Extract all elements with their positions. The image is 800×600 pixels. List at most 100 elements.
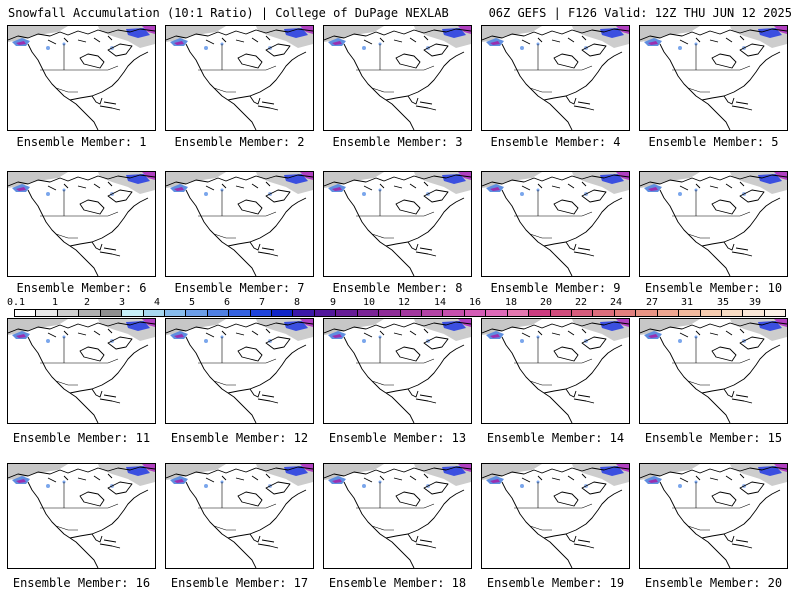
ensemble-member-map bbox=[481, 463, 630, 569]
ensemble-member-map bbox=[481, 318, 630, 424]
ensemble-member-map bbox=[323, 25, 472, 131]
ensemble-member-label: Ensemble Member: 12 bbox=[170, 431, 309, 445]
ensemble-member-map bbox=[165, 25, 314, 131]
ensemble-member-label: Ensemble Member: 7 bbox=[174, 281, 305, 295]
map-title: Snowfall Accumulation (10:1 Ratio) | Col… bbox=[8, 6, 449, 20]
colorbar-tick-label: 4 bbox=[153, 297, 161, 308]
ensemble-member-label: Ensemble Member: 2 bbox=[174, 135, 305, 149]
colorbar-labels: 0.1 1 2 3 4 5 6 7 8 9 10 12 14 16 18 20 22 24 27 31 35 39 bbox=[7, 297, 786, 309]
ensemble-member-label: Ensemble Member: 15 bbox=[644, 431, 783, 445]
colorbar-tick-label: 0.1 bbox=[6, 297, 26, 308]
colorbar-tick-label: 35 bbox=[716, 297, 730, 308]
colorbar-swatch bbox=[743, 310, 765, 316]
ensemble-member-label: Ensemble Member: 20 bbox=[644, 576, 783, 590]
colorbar-swatch bbox=[443, 310, 465, 316]
ensemble-member-map bbox=[639, 318, 788, 424]
forecast-valid-time: 06Z GEFS | F126 Valid: 12Z THU JUN 12 20… bbox=[488, 6, 792, 20]
colorbar-tick-label: 8 bbox=[293, 297, 301, 308]
colorbar-tick-label: 5 bbox=[188, 297, 196, 308]
colorbar-tick-label: 27 bbox=[645, 297, 659, 308]
colorbar-swatch bbox=[357, 310, 380, 316]
colorbar-swatch bbox=[293, 310, 315, 316]
colorbar-swatch bbox=[79, 310, 101, 316]
colorbar-swatch bbox=[486, 310, 508, 316]
colorbar-tick-label: 31 bbox=[680, 297, 694, 308]
colorbar-tick-label: 3 bbox=[118, 297, 126, 308]
colorbar-swatch bbox=[229, 310, 251, 316]
colorbar-swatch bbox=[336, 310, 358, 316]
colorbar-swatch bbox=[679, 310, 701, 316]
ensemble-member-label: Ensemble Member: 10 bbox=[644, 281, 783, 295]
ensemble-member-map bbox=[639, 463, 788, 569]
ensemble-member-label: Ensemble Member: 1 bbox=[16, 135, 147, 149]
colorbar-swatch bbox=[507, 310, 530, 316]
ensemble-member-map bbox=[7, 318, 156, 424]
ensemble-member-label: Ensemble Member: 16 bbox=[12, 576, 151, 590]
ensemble-member-map bbox=[7, 25, 156, 131]
colorbar-swatch bbox=[657, 310, 680, 316]
colorbar-tick-label: 6 bbox=[223, 297, 231, 308]
ensemble-member-label: Ensemble Member: 19 bbox=[486, 576, 625, 590]
colorbar-swatch bbox=[314, 310, 337, 316]
colorbar-swatch bbox=[36, 310, 58, 316]
ensemble-member-map bbox=[7, 463, 156, 569]
colorbar-swatch bbox=[550, 310, 572, 316]
ensemble-member-map bbox=[481, 171, 630, 277]
ensemble-member-label: Ensemble Member: 11 bbox=[12, 431, 151, 445]
ensemble-member-label: Ensemble Member: 13 bbox=[328, 431, 467, 445]
ensemble-member-label: Ensemble Member: 5 bbox=[648, 135, 779, 149]
colorbar-tick-label: 22 bbox=[574, 297, 588, 308]
colorbar-tick-label: 12 bbox=[397, 297, 411, 308]
colorbar-swatch bbox=[57, 310, 80, 316]
ensemble-member-map bbox=[165, 463, 314, 569]
colorbar-swatch bbox=[422, 310, 444, 316]
colorbar-tick-label: 2 bbox=[83, 297, 91, 308]
colorbar-tick-label: 24 bbox=[609, 297, 623, 308]
ensemble-member-label: Ensemble Member: 6 bbox=[16, 281, 147, 295]
colorbar-tick-label: 1 bbox=[51, 297, 59, 308]
colorbar-tick-label: 7 bbox=[258, 297, 266, 308]
ensemble-member-label: Ensemble Member: 4 bbox=[490, 135, 621, 149]
ensemble-member-map bbox=[639, 171, 788, 277]
colorbar-swatch bbox=[721, 310, 744, 316]
colorbar-tick-label: 9 bbox=[329, 297, 337, 308]
ensemble-member-label: Ensemble Member: 17 bbox=[170, 576, 309, 590]
snowfall-colorbar bbox=[14, 309, 786, 317]
ensemble-member-label: Ensemble Member: 14 bbox=[486, 431, 625, 445]
colorbar-tick-label: 14 bbox=[433, 297, 447, 308]
colorbar-swatch bbox=[593, 310, 615, 316]
colorbar-swatch bbox=[464, 310, 487, 316]
ensemble-member-label: Ensemble Member: 8 bbox=[332, 281, 463, 295]
colorbar-swatch bbox=[571, 310, 594, 316]
colorbar-swatch bbox=[700, 310, 722, 316]
ensemble-member-label: Ensemble Member: 3 bbox=[332, 135, 463, 149]
ensemble-member-label: Ensemble Member: 9 bbox=[490, 281, 621, 295]
ensemble-member-map bbox=[481, 25, 630, 131]
colorbar-swatch bbox=[164, 310, 187, 316]
colorbar-tick-label: 39 bbox=[748, 297, 762, 308]
ensemble-member-map bbox=[323, 171, 472, 277]
colorbar-swatch bbox=[400, 310, 423, 316]
colorbar-swatch bbox=[529, 310, 551, 316]
colorbar-swatch bbox=[186, 310, 208, 316]
colorbar-tick-label: 20 bbox=[539, 297, 553, 308]
ensemble-member-map bbox=[165, 318, 314, 424]
colorbar-swatch bbox=[250, 310, 273, 316]
colorbar-swatch bbox=[122, 310, 144, 316]
colorbar-swatch bbox=[379, 310, 401, 316]
colorbar-tick-label: 18 bbox=[504, 297, 518, 308]
ensemble-member-map bbox=[323, 318, 472, 424]
colorbar-swatch bbox=[15, 310, 37, 316]
ensemble-member-label: Ensemble Member: 18 bbox=[328, 576, 467, 590]
ensemble-member-map bbox=[7, 171, 156, 277]
colorbar-swatch bbox=[272, 310, 294, 316]
colorbar-swatch bbox=[636, 310, 658, 316]
colorbar-swatch bbox=[614, 310, 637, 316]
colorbar-swatch bbox=[143, 310, 165, 316]
ensemble-member-map bbox=[323, 463, 472, 569]
ensemble-member-map bbox=[639, 25, 788, 131]
colorbar-swatch bbox=[207, 310, 230, 316]
colorbar-swatch bbox=[100, 310, 123, 316]
ensemble-member-map bbox=[165, 171, 314, 277]
colorbar-tick-label: 10 bbox=[362, 297, 376, 308]
